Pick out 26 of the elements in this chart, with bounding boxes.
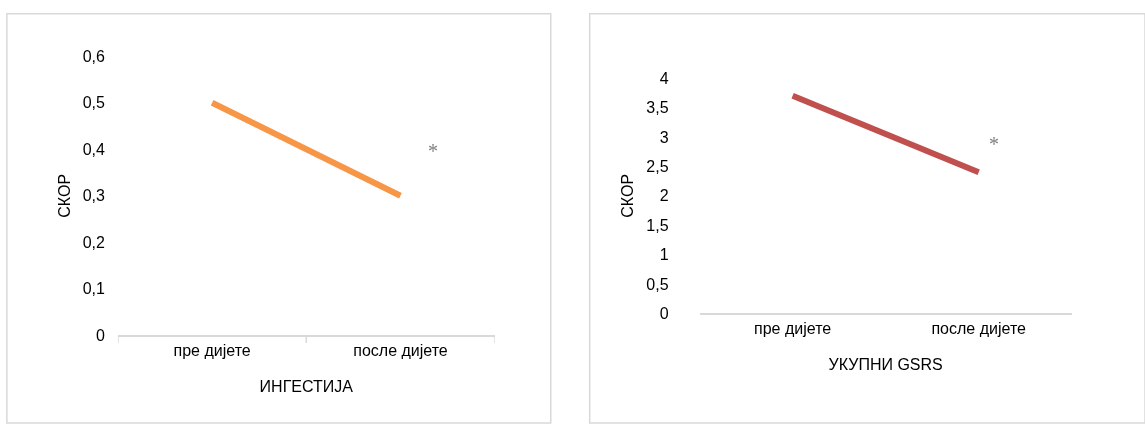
x-tick-label: пре дијете (173, 342, 251, 360)
y-tick-label: 2,5 (646, 157, 669, 175)
y-tick-label: 0,6 (82, 47, 106, 65)
x-tick-label: после дијете (931, 320, 1027, 338)
y-tick-label: 0,3 (82, 187, 106, 205)
annotation: * (428, 140, 438, 162)
y-tick-label: 0 (96, 327, 106, 345)
y-tick-label: 0,5 (82, 94, 106, 112)
y-axis-title: СКОР (55, 173, 73, 218)
y-tick-label: 1,5 (646, 216, 669, 234)
y-axis-title: СКОР (619, 173, 637, 218)
y-tick-label: 0,5 (646, 275, 669, 293)
y-tick-label: 0,2 (82, 233, 106, 251)
y-tick-label: 4 (659, 69, 669, 87)
x-tick-label: после дијете (353, 342, 448, 360)
y-tick-label: 0,1 (82, 280, 106, 298)
x-axis-title: УКУПНИ GSRS (828, 355, 943, 373)
y-tick-label: 3 (659, 128, 669, 146)
x-tick-label: пре дијете (754, 320, 832, 338)
y-tick-label: 2 (659, 187, 669, 205)
annotation: * (989, 133, 999, 155)
y-tick-label: 0,4 (82, 140, 106, 158)
x-axis-title: ИНГЕСТИЈА (259, 377, 354, 395)
y-tick-label: 1 (659, 246, 669, 264)
y-tick-label: 0 (659, 305, 669, 323)
y-tick-label: 3,5 (646, 99, 669, 117)
